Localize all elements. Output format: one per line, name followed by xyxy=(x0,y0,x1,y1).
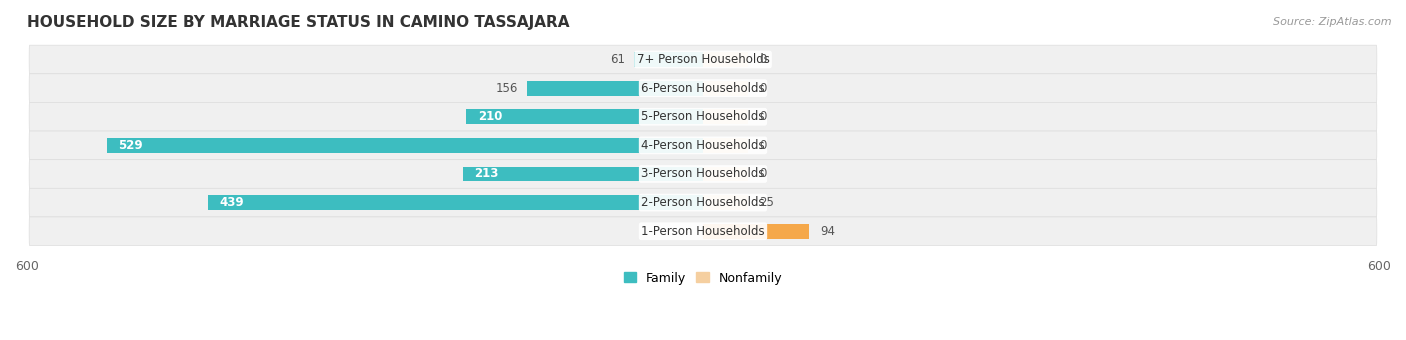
Bar xyxy=(467,109,703,124)
Text: 156: 156 xyxy=(496,82,519,95)
Text: 1-Person Households: 1-Person Households xyxy=(641,225,765,238)
Bar xyxy=(703,195,748,210)
Text: 0: 0 xyxy=(759,82,766,95)
Text: 7+ Person Households: 7+ Person Households xyxy=(637,53,769,66)
FancyBboxPatch shape xyxy=(30,102,1376,131)
Text: 213: 213 xyxy=(474,168,499,181)
Text: 94: 94 xyxy=(820,225,835,238)
Bar xyxy=(703,109,748,124)
FancyBboxPatch shape xyxy=(30,217,1376,245)
Text: 2-Person Households: 2-Person Households xyxy=(641,196,765,209)
Bar xyxy=(703,81,748,96)
Text: 0: 0 xyxy=(759,139,766,152)
Bar xyxy=(703,52,748,67)
Bar xyxy=(634,52,703,67)
Text: 529: 529 xyxy=(118,139,143,152)
Bar xyxy=(107,138,703,153)
Text: 210: 210 xyxy=(478,110,502,123)
Bar xyxy=(208,195,703,210)
FancyBboxPatch shape xyxy=(30,74,1376,102)
Legend: Family, Nonfamily: Family, Nonfamily xyxy=(619,267,787,290)
FancyBboxPatch shape xyxy=(30,131,1376,160)
Text: 4-Person Households: 4-Person Households xyxy=(641,139,765,152)
Bar xyxy=(703,138,748,153)
Bar xyxy=(463,167,703,182)
FancyBboxPatch shape xyxy=(30,45,1376,74)
FancyBboxPatch shape xyxy=(30,188,1376,217)
Text: 0: 0 xyxy=(759,110,766,123)
Text: 0: 0 xyxy=(759,53,766,66)
Text: HOUSEHOLD SIZE BY MARRIAGE STATUS IN CAMINO TASSAJARA: HOUSEHOLD SIZE BY MARRIAGE STATUS IN CAM… xyxy=(27,15,569,30)
Bar xyxy=(703,167,748,182)
Text: 0: 0 xyxy=(759,168,766,181)
Text: 61: 61 xyxy=(610,53,626,66)
Text: 439: 439 xyxy=(219,196,245,209)
Bar xyxy=(527,81,703,96)
Text: 5-Person Households: 5-Person Households xyxy=(641,110,765,123)
Text: 3-Person Households: 3-Person Households xyxy=(641,168,765,181)
Text: 6-Person Households: 6-Person Households xyxy=(641,82,765,95)
Text: Source: ZipAtlas.com: Source: ZipAtlas.com xyxy=(1274,17,1392,27)
FancyBboxPatch shape xyxy=(30,160,1376,188)
Bar xyxy=(703,224,808,239)
Text: 25: 25 xyxy=(759,196,775,209)
